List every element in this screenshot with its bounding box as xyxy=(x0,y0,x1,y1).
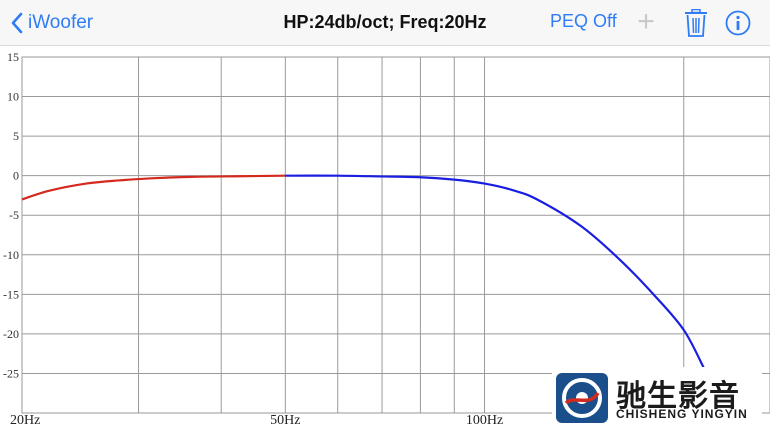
brand-name-english: CHISHENG YINGYIN xyxy=(616,407,748,421)
x-axis-ticks: 20Hz 50Hz 100Hz xyxy=(10,413,503,428)
y-tick-label: -20 xyxy=(3,327,19,341)
back-button[interactable]: iWoofer xyxy=(10,8,93,38)
navigation-bar: iWoofer HP:24db/oct; Freq:20Hz PEQ Off + xyxy=(0,0,770,46)
y-tick-label: 15 xyxy=(7,50,19,64)
x-tick-label: 20Hz xyxy=(10,413,40,428)
info-icon[interactable] xyxy=(725,10,751,36)
x-tick-label: 100Hz xyxy=(466,413,503,428)
y-tick-label: -5 xyxy=(9,208,19,222)
y-tick-label: 0 xyxy=(13,169,19,183)
y-tick-label: -25 xyxy=(3,366,19,380)
chart-grid xyxy=(21,56,770,414)
response-curve-low-segment xyxy=(21,174,286,201)
x-tick-label: 50Hz xyxy=(270,413,300,428)
watermark-logo: 驰生影音 CHISHENG YINGYIN xyxy=(552,367,762,427)
trash-icon[interactable] xyxy=(684,9,708,37)
back-label: iWoofer xyxy=(28,12,94,33)
frequency-response-chart[interactable]: 15 10 5 0 -5 -10 -15 -20 -25 20Hz 50Hz 100Hz xyxy=(0,46,770,433)
y-tick-label: 10 xyxy=(7,90,19,104)
y-tick-label: 5 xyxy=(13,129,19,143)
plus-icon[interactable]: + xyxy=(637,5,655,38)
response-curve-high-segment xyxy=(285,174,706,371)
y-axis-ticks: 15 10 5 0 -5 -10 -15 -20 -25 xyxy=(3,50,19,380)
peq-toggle-button[interactable]: PEQ Off xyxy=(550,11,617,31)
brand-logo-icon xyxy=(556,373,608,423)
y-tick-label: -10 xyxy=(3,248,19,262)
chevron-left-icon xyxy=(11,12,23,34)
response-curves xyxy=(21,174,706,371)
brand-name-chinese: 驰生影音 xyxy=(616,380,740,413)
plot-frame xyxy=(21,56,770,414)
y-tick-label: -15 xyxy=(3,287,19,301)
